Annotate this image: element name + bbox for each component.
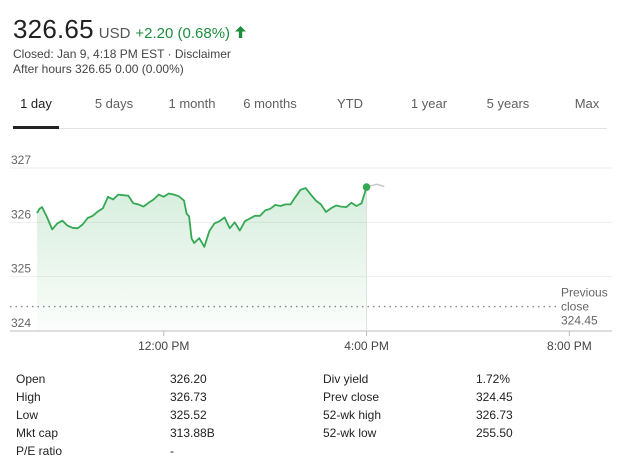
price-area — [37, 187, 367, 331]
price-line — [36, 186, 368, 248]
arrow-up-icon — [235, 25, 247, 43]
previous-close-label: close — [561, 300, 589, 314]
stat-row: Prev close 324.45 — [323, 390, 613, 408]
price-chart[interactable]: 327 326 325 324 12:00 PM 4:00 PM 8:00 PM Previo… — [0, 148, 620, 363]
x-tick-label: 4:00 PM — [344, 339, 389, 353]
y-tick-label: 325 — [11, 262, 31, 276]
stat-value: 255.50 — [476, 426, 513, 440]
price-change: +2.20 (0.68%) — [135, 25, 231, 42]
stat-label: 52-wk high — [323, 408, 382, 422]
stat-row: P/E ratio - — [16, 444, 316, 462]
disclaimer-link[interactable]: Disclaimer — [174, 47, 231, 61]
y-tick-label: 324 — [11, 316, 31, 330]
tab-1-day[interactable]: 1 day — [20, 96, 52, 111]
stat-label: High — [16, 390, 41, 404]
current-price: 326.65 — [13, 14, 94, 44]
tab-5-years[interactable]: 5 years — [486, 96, 530, 111]
currency-code: USD — [98, 25, 131, 42]
stat-value: 324.45 — [476, 390, 513, 404]
stats-left: Open 326.20 High 326.73 Low 325.52 Mkt cap 313.… — [16, 372, 316, 462]
stat-value: 326.73 — [476, 408, 513, 422]
stat-label: Open — [16, 372, 46, 386]
stat-label: P/E ratio — [16, 444, 63, 458]
closed-time: Closed: Jan 9, 4:18 PM EST · — [13, 47, 175, 61]
tab-1-month[interactable]: 1 month — [168, 96, 216, 111]
stat-value: - — [170, 444, 174, 458]
stat-value: 326.20 — [170, 372, 207, 386]
tab-max[interactable]: Max — [574, 96, 600, 111]
stat-label: Mkt cap — [16, 426, 59, 440]
stat-label: Prev close — [323, 390, 380, 404]
tab-6-months[interactable]: 6 months — [243, 96, 297, 111]
active-tab-indicator — [13, 126, 59, 129]
stat-value: 325.52 — [170, 408, 207, 422]
tab-5-days[interactable]: 5 days — [94, 96, 134, 111]
current-price-dot — [362, 183, 371, 191]
stat-row: Open 326.20 — [16, 372, 316, 390]
x-tick-label: 12:00 PM — [138, 339, 189, 353]
stat-value: 326.73 — [170, 390, 207, 404]
after-hours-quote: After hours 326.65 0.00 (0.00%) — [13, 62, 184, 76]
market-status: Closed: Jan 9, 4:18 PM EST · Disclaimer — [13, 47, 246, 62]
x-tick-label: 8:00 PM — [547, 339, 592, 353]
stat-row: Low 325.52 — [16, 408, 316, 426]
price-row: 326.65 USD +2.20 (0.68%) — [13, 14, 247, 45]
tab-1-year[interactable]: 1 year — [410, 96, 448, 111]
y-tick-label: 326 — [11, 207, 31, 221]
stat-label: Low — [16, 408, 39, 422]
stat-value: 1.72% — [476, 372, 511, 386]
stat-label: Div yield — [323, 372, 369, 386]
stats-right: Div yield 1.72% Prev close 324.45 52-wk high… — [323, 372, 613, 444]
stat-row: 52-wk high 326.73 — [323, 408, 613, 426]
stat-row: 52-wk low 255.50 — [323, 426, 613, 444]
previous-close-label: Previous — [561, 286, 608, 300]
stat-row: High 326.73 — [16, 390, 316, 408]
stat-value: 313.88B — [170, 426, 215, 440]
quote-header: 326.65 USD +2.20 (0.68%) Closed: Jan 9, … — [13, 14, 247, 77]
tab-ytd[interactable]: YTD — [337, 96, 363, 111]
previous-close-value: 324.45 — [561, 314, 598, 328]
y-tick-label: 327 — [11, 153, 31, 167]
stat-row: Div yield 1.72% — [323, 372, 613, 390]
range-tabs: 1 day 5 days 1 month 6 months YTD 1 year 5 yea… — [13, 86, 607, 129]
stat-label: 52-wk low — [323, 426, 377, 440]
stat-row: Mkt cap 313.88B — [16, 426, 316, 444]
